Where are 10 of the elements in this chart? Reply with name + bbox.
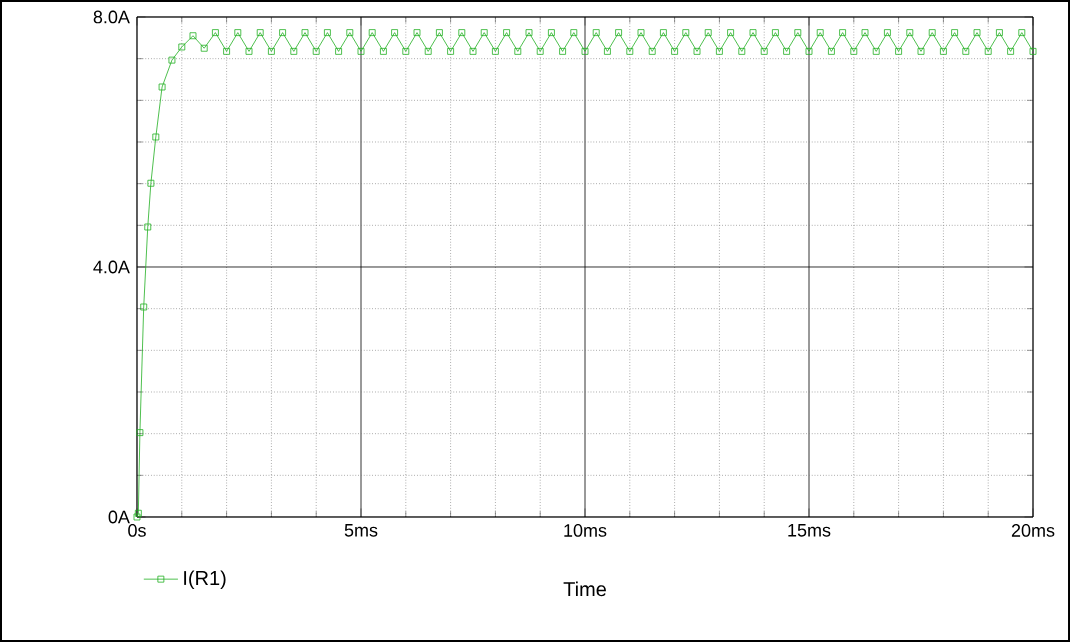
- y-tick-label: 4.0A: [93, 260, 130, 274]
- x-tick-label: 5ms: [344, 524, 378, 537]
- x-tick-label: 10ms: [564, 524, 607, 537]
- legend-label: I(R1): [184, 570, 226, 590]
- x-tick-label: 15ms: [788, 524, 831, 537]
- x-tick-label: 20ms: [1011, 524, 1055, 537]
- x-axis-title: Time: [563, 581, 606, 597]
- x-tick-label: 0s: [128, 524, 146, 537]
- y-tick-label: 0A: [108, 510, 130, 524]
- y-tick-label: 8.0A: [93, 10, 130, 24]
